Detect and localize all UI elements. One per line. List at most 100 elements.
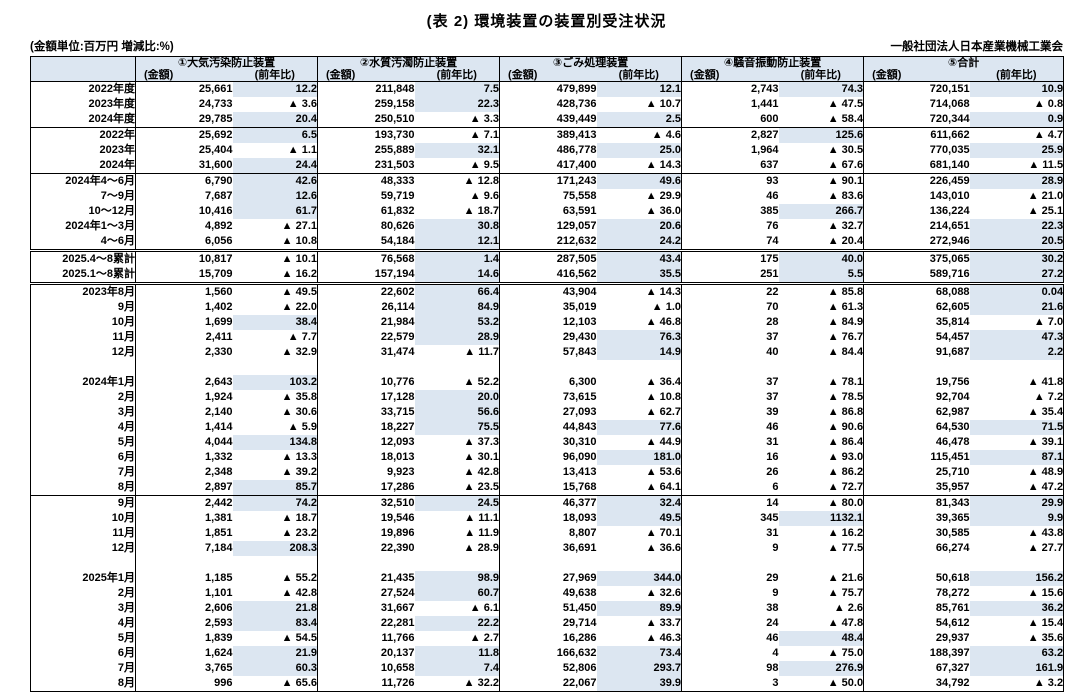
amount-cell: 29,785: [198, 113, 233, 125]
yoy-cell: [596, 360, 683, 375]
yoy-cell: ▲ 7.2: [969, 390, 1065, 405]
yoy-cell: 0.9: [969, 112, 1065, 128]
yoy-cell: ▲ 15.6: [969, 586, 1065, 601]
table-row: 9月 2,442 74.2 32,510 24.5 46,377 32.4 14 ▲ 80.0 8…: [30, 495, 1065, 511]
amount-cell: 39: [766, 406, 779, 418]
unit-note: (金額単位:百万円 増減比:%): [30, 41, 174, 53]
yoy-cell: 61.7: [232, 204, 319, 219]
yoy-cell: ▲ 93.0: [778, 450, 865, 465]
yoy-cell: 35.5: [596, 267, 683, 284]
amount-cell: 589,716: [929, 268, 970, 280]
amount-cell: 54,184: [380, 235, 415, 247]
amount-cell: 22,602: [317, 282, 415, 300]
amount-cell: 2,442: [135, 495, 233, 511]
amount-cell: 17,128: [380, 391, 415, 403]
amount-cell: 27,093: [562, 406, 597, 418]
amount-cell: 345: [760, 512, 779, 524]
yoy-cell: [232, 556, 319, 571]
amount-cell: 63,591: [562, 205, 597, 217]
yoy-cell: 39.9: [596, 676, 683, 692]
yoy-cell: ▲ 32.6: [596, 586, 683, 601]
column-header-device-2: ②水質汚濁防止装置: [317, 56, 501, 69]
yoy-cell: 181.0: [596, 450, 683, 465]
yoy-cell: ▲ 52.2: [414, 375, 501, 390]
spacer-group: [30, 556, 1065, 571]
yoy-cell: ▲ 10.8: [596, 390, 683, 405]
yoy-cell: [969, 360, 1065, 375]
yoy-cell: ▲ 27.7: [969, 541, 1065, 556]
yoy-cell: 6.5: [232, 127, 319, 143]
amount-cell: 15,709: [198, 268, 233, 280]
amount-cell: 29,714: [562, 617, 597, 629]
row-label: 7〜9月: [30, 189, 136, 204]
yoy-cell: 22.3: [414, 97, 501, 112]
table-row: 6月 1,332 ▲ 13.3 18,013 ▲ 30.1 96,090 181.0 16 ▲ …: [30, 450, 1065, 465]
amount-cell: 2,330: [204, 346, 233, 358]
table-row: 2024年1月 2,643 103.2 10,776 ▲ 52.2 6,300 ▲ 36.4…: [30, 375, 1065, 390]
amount-cell: 13,413: [562, 466, 597, 478]
yoy-cell: 38.4: [232, 315, 319, 330]
amount-cell: 770,035: [929, 144, 970, 156]
yoy-cell: 28.9: [969, 173, 1065, 189]
amount-cell: 91,687: [935, 346, 970, 358]
yoy-cell: [969, 556, 1065, 571]
amount-cell: 10,817: [135, 249, 233, 267]
table-row: 2023年 25,404 ▲ 1.1 255,889 32.1 486,778 25.0 1,…: [30, 143, 1065, 158]
yoy-cell: 56.6: [414, 405, 501, 420]
amount-cell: 19,546: [380, 512, 415, 524]
yoy-cell: ▲ 3.3: [414, 112, 501, 128]
amount-cell: 76: [766, 220, 779, 232]
amount-cell: 1,851: [204, 527, 233, 539]
row-label: 3月: [30, 601, 136, 616]
amount-cell: 26,114: [381, 301, 415, 313]
column-header-device-3: ③ごみ処理装置: [499, 56, 683, 69]
amount-cell: 1,332: [204, 451, 233, 463]
row-label: 2024年: [30, 158, 136, 174]
yoy-cell: ▲ 9.5: [414, 158, 501, 174]
amount-cell: 272,946: [929, 235, 970, 247]
yoy-cell: 89.9: [596, 601, 683, 616]
yoy-cell: 24.4: [232, 158, 319, 174]
amount-cell: 214,651: [929, 220, 970, 232]
table-row: 2024年 31,600 24.4 231,503 ▲ 9.5 417,400 ▲ 14.3…: [30, 158, 1065, 174]
yoy-cell: ▲ 32.7: [778, 219, 865, 234]
yoy-cell: ▲ 28.9: [414, 541, 501, 556]
amount-cell: 11,726: [381, 677, 415, 689]
table-row: 10〜12月 10,416 61.7 61,832 ▲ 18.7 63,591 ▲ 36.0…: [30, 204, 1065, 219]
amount-cell: 29,430: [562, 331, 597, 343]
amount-cell: 14: [681, 495, 779, 511]
yoy-cell: ▲ 6.1: [414, 601, 501, 616]
amount-cell: 7,687: [204, 190, 233, 202]
yoy-cell: ▲ 29.9: [596, 189, 683, 204]
yoy-cell: ▲ 35.6: [969, 631, 1065, 646]
yoy-cell: 25.9: [969, 143, 1065, 158]
row-label: 10月: [30, 511, 136, 526]
amount-cell: 2,411: [205, 331, 233, 343]
amount-cell: 166,632: [556, 647, 597, 659]
yoy-cell: ▲ 42.8: [232, 586, 319, 601]
row-label: 3月: [30, 405, 136, 420]
yoy-cell: ▲ 47.5: [778, 97, 865, 112]
yoy-cell: 87.1: [969, 450, 1065, 465]
table-row: 10月 1,699 38.4 21,984 53.2 12,103 ▲ 46.8 28 ▲ 84…: [30, 315, 1065, 330]
amount-cell: 9: [772, 587, 779, 599]
table-row: 5月 1,839 ▲ 54.5 11,766 ▲ 2.7 16,286 ▲ 46.3 46 48…: [30, 631, 1065, 646]
amount-cell: 7,184: [204, 542, 233, 554]
yoy-cell: ▲ 41.8: [969, 375, 1065, 390]
yoy-cell: [414, 556, 501, 571]
amount-cell: 80,626: [380, 220, 415, 232]
yoy-cell: 11.8: [414, 646, 501, 661]
amount-cell: 19,896: [380, 527, 415, 539]
column-subheader-amount-1: (金額): [135, 69, 233, 82]
yoy-cell: ▲ 12.8: [414, 173, 501, 189]
amount-cell: 29,937: [935, 632, 970, 644]
amount-cell: 6,056: [204, 235, 233, 247]
amount-cell: 46,377: [499, 495, 597, 511]
amount-cell: 21,984: [380, 316, 415, 328]
row-label: 12月: [30, 345, 136, 360]
yoy-cell: 156.2: [969, 571, 1065, 586]
amount-cell: 12,103: [562, 316, 597, 328]
amount-cell: 136,224: [929, 205, 970, 217]
amount-cell: 287,505: [499, 249, 597, 267]
